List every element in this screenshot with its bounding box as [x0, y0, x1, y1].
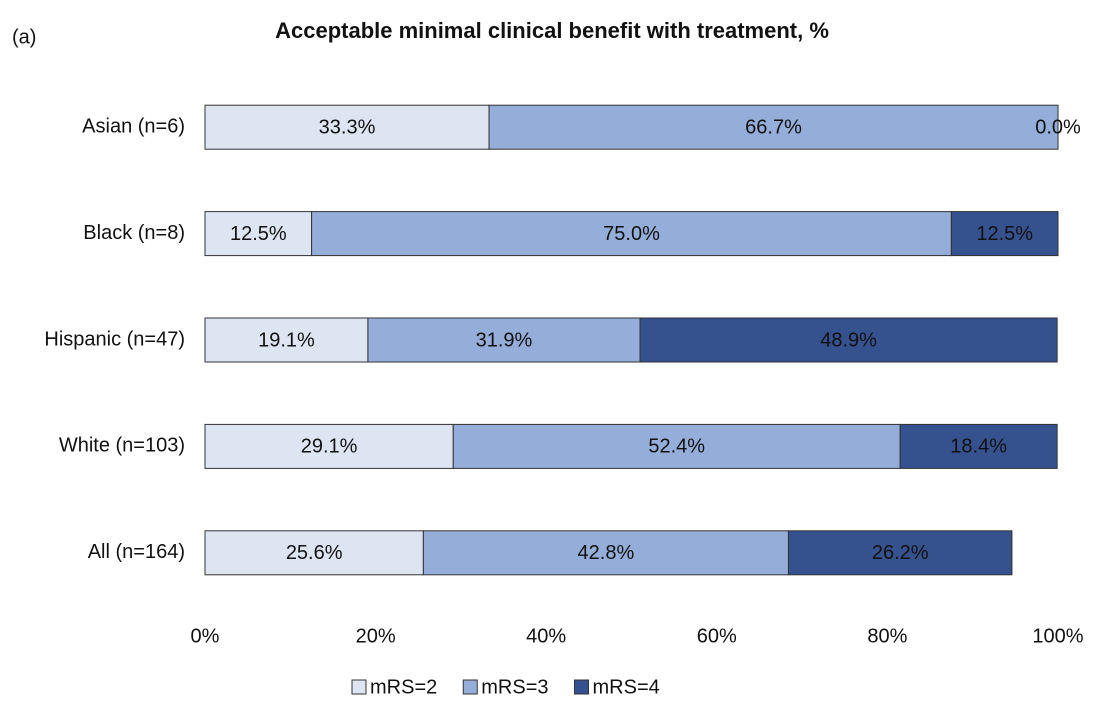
data-label: 12.5%: [230, 223, 287, 245]
data-label: 31.9%: [476, 329, 533, 351]
x-tick-label: 100%: [1032, 625, 1083, 647]
bar-segment: [204, 317, 369, 363]
data-label: 52.4%: [648, 436, 705, 458]
data-label: 33.3%: [319, 116, 376, 138]
x-tick-label: 60%: [697, 625, 737, 647]
data-label: 12.5%: [976, 223, 1033, 245]
y-tick-label: White (n=103): [59, 435, 185, 457]
data-label: 18.4%: [950, 436, 1007, 458]
x-tick-label: 20%: [356, 625, 396, 647]
bar-segment: [311, 211, 952, 257]
bar-segment: [367, 317, 641, 363]
panel-label: (a): [12, 26, 36, 48]
data-label: 75.0%: [603, 223, 660, 245]
bar-segment: [204, 423, 454, 469]
bar-segment: [204, 211, 313, 257]
data-label: 19.1%: [258, 329, 315, 351]
x-tick-label: 80%: [867, 625, 907, 647]
legend-swatch: [351, 679, 367, 695]
x-tick-label: 40%: [526, 625, 566, 647]
bar-segment: [204, 530, 424, 576]
bar-segment: [950, 211, 1059, 257]
bar-segment: [204, 104, 490, 150]
legend-swatch: [574, 679, 589, 695]
legend-label: mRS=2: [370, 676, 437, 698]
y-tick-label: Black (n=8): [83, 222, 185, 244]
chart-title: Acceptable minimal clinical benefit with…: [275, 18, 829, 43]
bar-segment: [422, 530, 789, 576]
bar-segment: [488, 104, 1059, 150]
legend-swatch: [462, 679, 478, 695]
y-tick-label: Hispanic (n=47): [44, 328, 185, 350]
legend-label: mRS=4: [593, 676, 660, 698]
data-label: 42.8%: [578, 542, 635, 564]
data-label: 26.2%: [872, 542, 929, 564]
legend-label: mRS=3: [481, 676, 548, 698]
data-label: 0.0%: [1035, 116, 1081, 138]
bar-segment: [787, 530, 1013, 576]
data-label: 66.7%: [745, 116, 802, 138]
y-tick-label: Asian (n=6): [82, 115, 185, 137]
data-label: 25.6%: [286, 542, 343, 564]
data-label: 48.9%: [820, 329, 877, 351]
data-label: 29.1%: [301, 436, 358, 458]
bar-segment: [899, 423, 1058, 469]
x-tick-label: 0%: [191, 625, 220, 647]
y-tick-label: All (n=164): [88, 541, 185, 563]
bar-segment: [639, 317, 1058, 363]
bar-segment: [452, 423, 901, 469]
